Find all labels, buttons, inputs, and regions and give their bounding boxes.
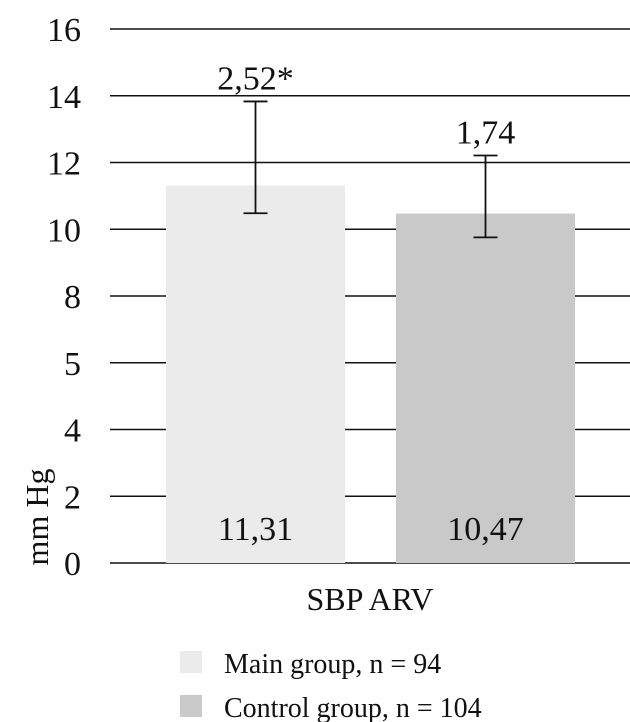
legend: Main group, n = 94 Control group, n = 104 [180, 649, 482, 722]
error-bars [243, 100, 498, 239]
value-label: 11,31 [218, 511, 293, 548]
legend-swatch [180, 651, 202, 673]
data-labels: 2,52* 11,31 1,74 10,47 [217, 60, 524, 548]
legend-swatch [180, 695, 202, 717]
y-tick-label: 4 [64, 413, 81, 450]
y-tick-label: 8 [64, 279, 81, 316]
y-tick-label: 5 [64, 346, 81, 383]
y-axis-title: mm Hg [19, 469, 55, 566]
error-label: 1,74 [456, 114, 516, 151]
y-tick-label: 0 [64, 546, 81, 583]
bar-main-group [166, 185, 345, 563]
y-tick-label: 12 [47, 146, 81, 183]
x-category-label: SBP ARV [307, 581, 434, 617]
bars [166, 185, 575, 563]
bar-control-group [396, 213, 575, 563]
legend-label: Main group, n = 94 [224, 649, 441, 680]
y-tick-label: 14 [47, 79, 81, 116]
value-label: 10,47 [447, 511, 524, 548]
y-tick-labels: 0 2 4 5 8 10 12 14 16 [47, 12, 81, 583]
y-tick-label: 16 [47, 12, 81, 49]
legend-label: Control group, n = 104 [224, 693, 482, 722]
y-tick-label: 10 [47, 212, 81, 249]
x-category-labels: SBP ARV [307, 581, 434, 617]
error-label: 2,52* [217, 60, 294, 97]
y-tick-label: 2 [64, 479, 81, 516]
